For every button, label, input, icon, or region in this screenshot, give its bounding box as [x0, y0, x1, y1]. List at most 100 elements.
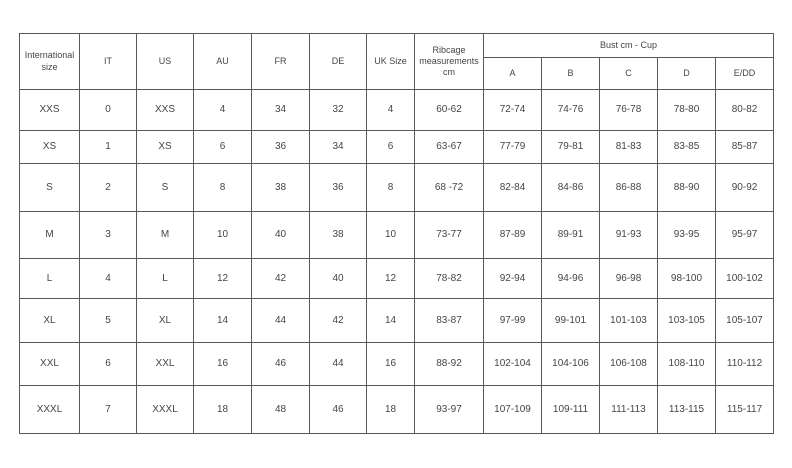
- table-cell: 113-115: [657, 385, 716, 434]
- table-cell: 83-87: [414, 298, 484, 343]
- table-row: XXL 6 XXL 16 46 44 16 88-92 102-104 104-106 106-10…: [19, 342, 775, 386]
- table-cell: 86-88: [599, 163, 658, 212]
- table-cell: 4: [366, 89, 415, 131]
- table-cell: L: [19, 258, 80, 299]
- col-header-cup-d: D: [657, 57, 716, 90]
- table-cell: 99-101: [541, 298, 600, 343]
- table-cell: 88-92: [414, 342, 484, 386]
- table-cell: XL: [19, 298, 80, 343]
- table-cell: 38: [251, 163, 310, 212]
- table-cell: 109-111: [541, 385, 600, 434]
- table-cell: 83-85: [657, 130, 716, 164]
- table-cell: 10: [193, 211, 252, 259]
- table-cell: 85-87: [714, 130, 775, 164]
- table-cell: 93-95: [657, 211, 716, 259]
- table-header: International size IT US AU FR DE UK Siz…: [19, 33, 775, 90]
- table-cell: 42: [309, 298, 367, 343]
- table-cell: 76-78: [599, 89, 658, 131]
- table-cell: 104-106: [541, 342, 600, 386]
- table-row: XXXL 7 XXXL 18 48 46 18 93-97 107-109 109-111 111-…: [19, 385, 775, 434]
- table-cell: 3: [79, 211, 137, 259]
- table-cell: 100-102: [714, 258, 775, 299]
- table-cell: 40: [309, 258, 367, 299]
- table-row: S 2 S 8 38 36 8 68 -72 82-84 84-86 86-88 88-90 90-92: [19, 163, 775, 212]
- table-cell: 84-86: [541, 163, 600, 212]
- table-cell: 0: [79, 89, 137, 131]
- table-cell: 14: [193, 298, 252, 343]
- table-cell: 105-107: [714, 298, 775, 343]
- table-cell: 36: [251, 130, 310, 164]
- table-cell: 40: [251, 211, 310, 259]
- table-cell: 8: [193, 163, 252, 212]
- table-cell: 115-117: [714, 385, 775, 434]
- table-cell: 79-81: [541, 130, 600, 164]
- table-cell: 81-83: [599, 130, 658, 164]
- table-cell: 82-84: [483, 163, 542, 212]
- table-cell: 89-91: [541, 211, 600, 259]
- table-cell: 7: [79, 385, 137, 434]
- col-header-ribcage: Ribcage measurements cm: [414, 33, 484, 90]
- table-cell: 12: [366, 258, 415, 299]
- table-cell: 78-80: [657, 89, 716, 131]
- header-row-cups: A B C D E/DD: [20, 57, 775, 90]
- table-cell: 6: [366, 130, 415, 164]
- table-cell: XL: [136, 298, 194, 343]
- table-cell: 68 -72: [414, 163, 484, 212]
- table-cell: 90-92: [714, 163, 775, 212]
- table-cell: 72-74: [483, 89, 542, 131]
- table-cell: XXL: [136, 342, 194, 386]
- table-cell: 6: [193, 130, 252, 164]
- table-cell: 18: [193, 385, 252, 434]
- table-cell: 91-93: [599, 211, 658, 259]
- header-row-group: International size IT US AU FR DE UK Siz…: [19, 33, 775, 90]
- table-cell: 108-110: [657, 342, 716, 386]
- table-cell: 16: [366, 342, 415, 386]
- table-cell: 10: [366, 211, 415, 259]
- table-cell: XXS: [19, 89, 80, 131]
- col-header-us: US: [136, 33, 194, 90]
- table-cell: 93-97: [414, 385, 484, 434]
- table-cell: S: [136, 163, 194, 212]
- table-cell: 48: [251, 385, 310, 434]
- table-cell: 60-62: [414, 89, 484, 131]
- col-header-cup-c: C: [599, 57, 658, 90]
- table-body: XXS 0 XXS 4 34 32 4 60-62 72-74 74-76 76-78 78-80 80…: [19, 89, 775, 434]
- table-cell: XXXL: [19, 385, 80, 434]
- col-header-it: IT: [79, 33, 137, 90]
- col-header-uk-size: UK Size: [366, 33, 415, 90]
- table-row: XL 5 XL 14 44 42 14 83-87 97-99 99-101 101-103 103-…: [19, 298, 775, 343]
- table-cell: 6: [79, 342, 137, 386]
- table-cell: 88-90: [657, 163, 716, 212]
- table-cell: 107-109: [483, 385, 542, 434]
- table-cell: 8: [366, 163, 415, 212]
- table-cell: XXXL: [136, 385, 194, 434]
- table-cell: 2: [79, 163, 137, 212]
- col-header-international-size: International size: [19, 33, 80, 90]
- table-cell: 74-76: [541, 89, 600, 131]
- table-cell: 5: [79, 298, 137, 343]
- table-cell: 102-104: [483, 342, 542, 386]
- table-cell: 87-89: [483, 211, 542, 259]
- table-cell: 80-82: [714, 89, 775, 131]
- table-cell: 110-112: [714, 342, 775, 386]
- table-cell: 12: [193, 258, 252, 299]
- table-cell: 46: [309, 385, 367, 434]
- table-cell: M: [136, 211, 194, 259]
- col-header-cup-b: B: [541, 57, 600, 90]
- table-cell: 32: [309, 89, 367, 131]
- table-cell: 36: [309, 163, 367, 212]
- table-cell: 44: [251, 298, 310, 343]
- table-cell: 1: [79, 130, 137, 164]
- table-cell: L: [136, 258, 194, 299]
- table-cell: 94-96: [541, 258, 600, 299]
- table-cell: 38: [309, 211, 367, 259]
- table-cell: 34: [251, 89, 310, 131]
- table-cell: XXL: [19, 342, 80, 386]
- table-cell: 73-77: [414, 211, 484, 259]
- table-cell: 103-105: [657, 298, 716, 343]
- table-cell: 77-79: [483, 130, 542, 164]
- table-row: XXS 0 XXS 4 34 32 4 60-62 72-74 74-76 76-78 78-80 80…: [19, 89, 775, 131]
- table-cell: 46: [251, 342, 310, 386]
- col-header-cup-a: A: [483, 57, 542, 90]
